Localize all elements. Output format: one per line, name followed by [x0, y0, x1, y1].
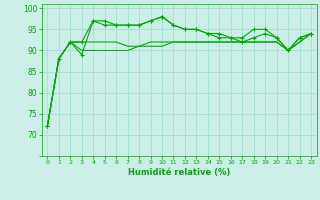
X-axis label: Humidité relative (%): Humidité relative (%) [128, 168, 230, 177]
